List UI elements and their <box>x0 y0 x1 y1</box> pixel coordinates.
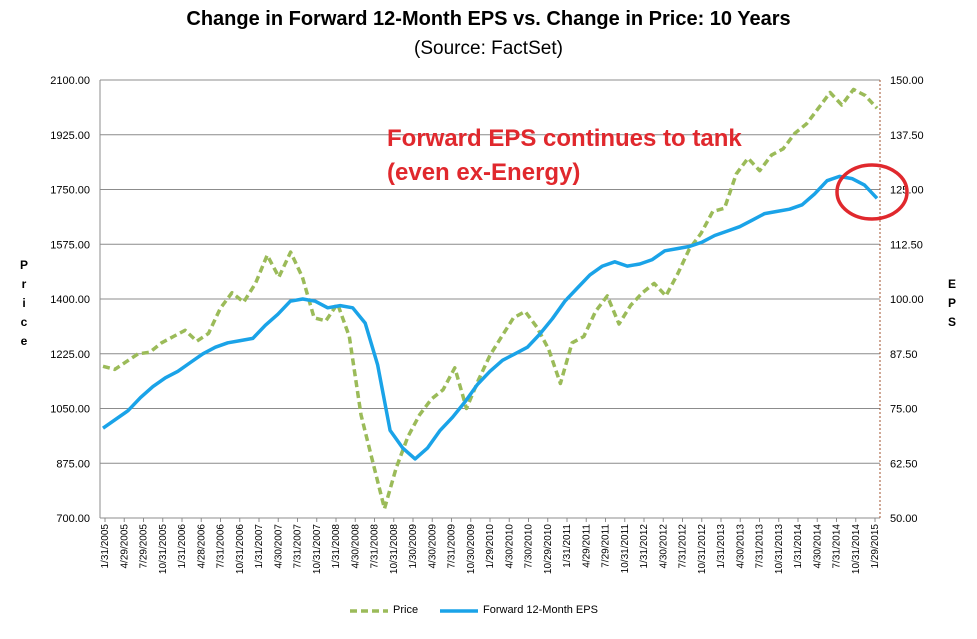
x-tick-label: 1/31/2005 <box>100 524 111 569</box>
x-tick-label: 10/29/2010 <box>543 524 554 574</box>
x-tick-label: 7/31/2013 <box>755 524 766 569</box>
annotation-line-1: Forward EPS continues to tank <box>387 125 742 152</box>
x-tick-label: 7/31/2014 <box>832 524 843 569</box>
x-tick-label: 4/29/2011 <box>581 524 592 568</box>
x-tick-label: 4/30/2013 <box>735 524 746 569</box>
x-tick-label: 10/31/2008 <box>389 524 400 574</box>
chart-title: Change in Forward 12-Month EPS vs. Chang… <box>186 8 791 30</box>
legend-swatches <box>350 609 478 613</box>
x-tick-label: 7/31/2012 <box>678 524 689 569</box>
y-tick-label: 1050.00 <box>50 404 90 416</box>
x-tick-label: 1/31/2014 <box>793 524 804 569</box>
x-tick-label: 1/31/2007 <box>254 524 265 569</box>
x-tick-label: 7/31/2006 <box>216 524 227 569</box>
highlight-circle <box>835 163 909 221</box>
annotation-text: Forward EPS continues to tank (even ex-E… <box>387 122 807 190</box>
legend-label-eps: Forward 12-Month EPS <box>483 604 598 616</box>
x-tick-label: 1/31/2008 <box>331 524 342 569</box>
y2-tick-label: 100.00 <box>890 294 924 306</box>
x-tick-label: 4/30/2009 <box>427 524 438 569</box>
y-tick-label: 1575.00 <box>50 239 90 251</box>
x-tick-label: 10/31/2014 <box>851 524 862 574</box>
legend: Price Forward 12-Month EPS <box>0 602 977 620</box>
x-tick-label: 4/28/2006 <box>196 524 207 569</box>
gridlines <box>100 79 880 464</box>
series-line-forward-12-month-eps <box>101 174 879 461</box>
x-tick-label: 7/29/2011 <box>601 524 612 568</box>
x-tick-label: 1/30/2009 <box>408 524 419 569</box>
chart-subtitle: (Source: FactSet) <box>414 38 563 59</box>
x-axis-ticks: 1/31/2005 4/29/2005 7/29/2005 10/31/2005 1/3… <box>100 518 881 574</box>
x-tick-label: 7/31/2008 <box>370 524 381 569</box>
x-tick-label: 4/30/2008 <box>350 524 361 569</box>
y2-tick-label: 62.50 <box>890 458 918 470</box>
x-tick-label: 10/31/2011 <box>620 524 631 574</box>
x-tick-label: 10/30/2009 <box>466 524 477 574</box>
x-tick-label: 4/29/2005 <box>119 524 130 569</box>
x-tick-label: 4/30/2014 <box>812 524 823 569</box>
x-tick-label: 10/31/2012 <box>697 524 708 574</box>
y-tick-label: 1400.00 <box>50 294 90 306</box>
x-tick-label: 10/31/2007 <box>312 524 323 574</box>
y-tick-label: 700.00 <box>56 513 90 525</box>
x-tick-label: 10/31/2006 <box>235 524 246 574</box>
x-tick-label: 1/29/2015 <box>870 524 881 569</box>
x-tick-label: 1/31/2006 <box>177 524 188 569</box>
y2-tick-label: 150.00 <box>890 75 924 87</box>
series-layer <box>101 87 879 511</box>
x-tick-label: 1/29/2010 <box>485 524 496 569</box>
y-tick-label: 1925.00 <box>50 130 90 142</box>
x-tick-label: 1/31/2011 <box>562 524 573 568</box>
x-tick-label: 10/31/2005 <box>158 524 169 574</box>
y2-tick-label: 50.00 <box>890 513 918 525</box>
legend-label-price: Price <box>393 604 419 616</box>
y-tick-label: 875.00 <box>56 458 90 470</box>
y2-tick-label: 87.50 <box>890 349 918 361</box>
left-axis-ticks: 2100.00 1925.00 1750.00 1575.00 1400.00 1225.… <box>50 75 90 525</box>
y2-tick-label: 137.50 <box>890 130 924 142</box>
x-tick-label: 4/30/2012 <box>658 524 669 569</box>
x-tick-label: 7/31/2007 <box>293 524 304 569</box>
x-tick-label: 7/30/2010 <box>524 524 535 569</box>
y-tick-label: 1225.00 <box>50 349 90 361</box>
x-tick-label: 1/31/2013 <box>716 524 727 569</box>
y-tick-label: 2100.00 <box>50 75 90 87</box>
series-line-price <box>102 87 879 511</box>
y2-tick-label: 75.00 <box>890 404 918 416</box>
annotation-line-2: (even ex-Energy) <box>387 159 581 186</box>
y-tick-label: 1750.00 <box>50 185 90 197</box>
x-tick-label: 4/30/2010 <box>504 524 515 569</box>
x-tick-label: 1/31/2012 <box>639 524 650 569</box>
x-tick-label: 7/29/2005 <box>139 524 150 569</box>
x-tick-label: 7/31/2009 <box>447 524 458 569</box>
plot-frame <box>99 80 881 519</box>
y2-tick-label: 112.50 <box>890 239 923 251</box>
right-axis-ticks: 150.00137.50125.00112.50100.0087.5075.00… <box>890 75 924 525</box>
x-tick-label: 10/31/2013 <box>774 524 785 574</box>
x-tick-label: 4/30/2007 <box>273 524 284 569</box>
